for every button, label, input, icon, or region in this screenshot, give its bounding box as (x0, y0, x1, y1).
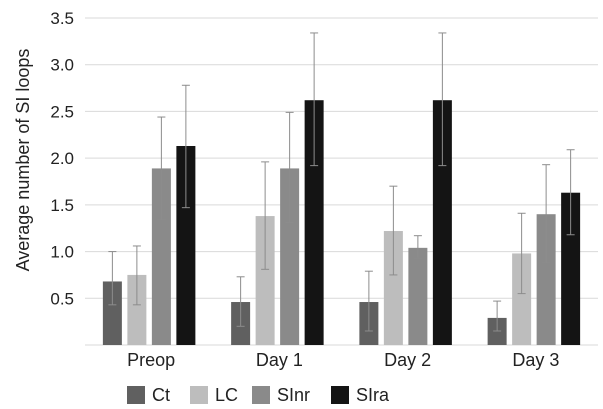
error-bar (413, 235, 422, 259)
legend: Ct LC SInr SIra (127, 385, 390, 405)
error-bar (566, 149, 575, 236)
legend-swatch (190, 386, 208, 404)
x-category-label: Day 2 (384, 350, 431, 370)
bar-lc-0 (127, 274, 147, 345)
y-tick-label: 1.5 (50, 196, 74, 215)
x-category-label: Day 3 (512, 350, 559, 370)
bar-ct-0 (102, 281, 122, 345)
legend-item-ct: Ct (127, 385, 170, 405)
legend-swatch (252, 386, 270, 404)
legend-item-sira: SIra (331, 385, 390, 405)
error-bar (438, 32, 447, 167)
bar-sinr-2 (408, 247, 428, 345)
y-axis-title: Average number of SI loops (13, 49, 33, 272)
bar-sinr-3 (536, 214, 556, 345)
bar-lc-3 (512, 253, 532, 345)
bar-sira-1 (304, 100, 324, 346)
bars (102, 100, 581, 346)
error-bar (132, 245, 141, 306)
bar-lc-1 (255, 216, 275, 345)
bar-sinr-0 (151, 168, 171, 345)
bar-sinr-1 (280, 168, 300, 345)
legend-item-lc: LC (190, 385, 238, 405)
y-tick-label: 1.0 (50, 243, 74, 262)
error-bar (157, 116, 166, 221)
x-category-label: Day 1 (256, 350, 303, 370)
x-axis-categories: Preop Day 1 Day 2 Day 3 (127, 350, 559, 370)
bar-sira-3 (561, 192, 581, 345)
error-bar (310, 32, 319, 167)
legend-label: SIra (356, 385, 390, 405)
error-bar (108, 251, 117, 306)
error-bar (542, 164, 551, 264)
y-tick-label: 2.5 (50, 102, 74, 121)
legend-swatch (331, 386, 349, 404)
bar-sira-2 (432, 100, 452, 346)
error-bar (389, 185, 398, 276)
error-bars (108, 32, 575, 332)
legend-label: Ct (152, 385, 170, 405)
legend-item-sinr: SInr (252, 385, 310, 405)
y-tick-label: 3.0 (50, 56, 74, 75)
y-axis-ticks: 0.5 1.0 1.5 2.0 2.5 3.0 3.5 (50, 9, 74, 308)
y-tick-label: 3.5 (50, 9, 74, 28)
bar-lc-2 (383, 231, 403, 345)
legend-swatch (127, 386, 145, 404)
x-category-label: Preop (127, 350, 175, 370)
y-tick-label: 0.5 (50, 289, 74, 308)
error-bar (181, 84, 190, 209)
error-bar (517, 212, 526, 295)
legend-label: SInr (277, 385, 310, 405)
error-bar (236, 276, 245, 327)
error-bar (493, 300, 502, 332)
bar-sira-0 (176, 145, 196, 345)
error-bar (261, 161, 270, 270)
y-tick-label: 2.0 (50, 149, 74, 168)
error-bar (364, 270, 373, 332)
error-bar (285, 111, 294, 224)
legend-label: LC (215, 385, 238, 405)
